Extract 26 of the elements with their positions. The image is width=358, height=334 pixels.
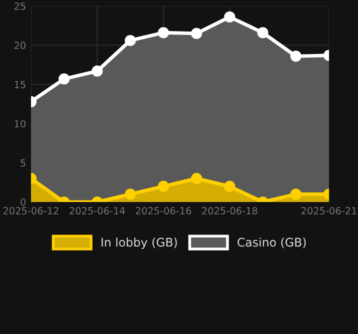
y-tick-label: 5 [20,159,26,167]
y-tick-label: 25 [14,2,26,10]
y-tick-label: 15 [14,81,26,88]
point [158,27,169,38]
point [92,66,103,77]
x-tick-label: 2025-06-14 [70,207,125,214]
point [290,188,302,200]
point [191,172,202,184]
x-tick-label: 2025-06-21 [301,207,356,214]
point [158,180,169,192]
point [224,11,236,23]
point [58,73,70,84]
x-tick-label: 2025-06-18 [202,207,258,214]
legend-label: Casino (GB) [238,238,306,248]
y-tick-label: 0 [20,198,26,206]
point [191,28,202,39]
y-tick-label: 10 [14,120,26,128]
x-tick-label: 2025-06-16 [136,207,192,214]
point [257,27,268,38]
x-tick-label: 2025-06-12 [3,207,58,214]
point [224,180,236,192]
y-tick-label: 20 [14,42,26,50]
legend-label: In lobby (GB) [102,238,177,249]
point [124,34,136,46]
point [124,188,136,200]
point [290,50,302,62]
